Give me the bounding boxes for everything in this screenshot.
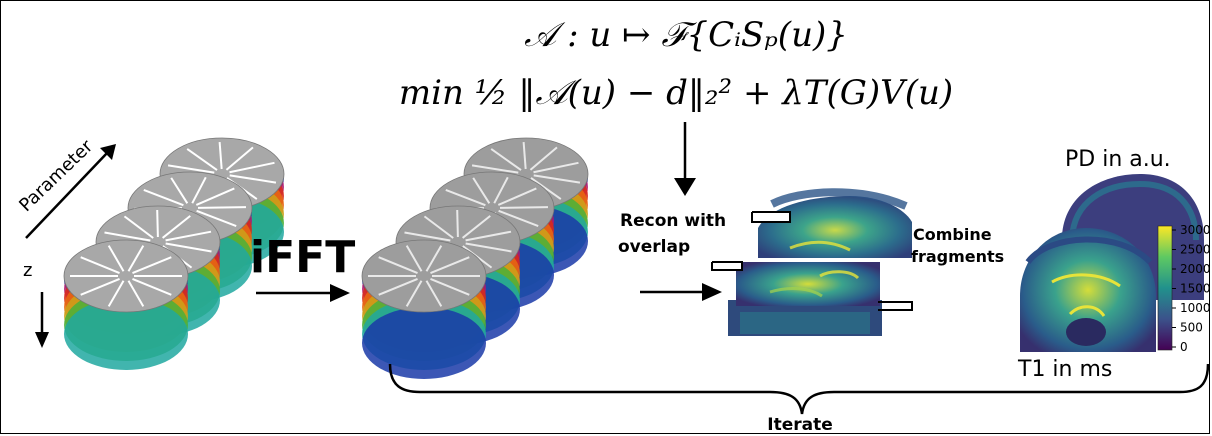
brain-fragments bbox=[711, 188, 913, 336]
recon-label-line1: Recon with bbox=[620, 211, 726, 231]
z-label: z bbox=[23, 260, 32, 281]
pd-label: PD in a.u. bbox=[1065, 147, 1171, 172]
overlap-marker-3 bbox=[878, 301, 913, 311]
combine-label-line2: fragments bbox=[911, 247, 1004, 266]
iterate-brace bbox=[388, 363, 1210, 415]
colorbar-tick-label: 500 bbox=[1180, 321, 1203, 335]
overlap-marker-2 bbox=[711, 261, 743, 271]
colorbar-tick-label: 0 bbox=[1180, 340, 1188, 354]
recon-arrow bbox=[640, 283, 722, 301]
colorbar-tick-label: 3000 bbox=[1180, 223, 1211, 237]
ifft-label: iFFT bbox=[250, 232, 355, 283]
disk bbox=[361, 239, 487, 379]
colorbar-ticks: 3000 2500 2000 1500 1000 500 0 bbox=[1172, 223, 1211, 354]
colorbar bbox=[1157, 225, 1173, 351]
iterate-label: Iterate bbox=[767, 415, 833, 435]
image-space-stack bbox=[361, 137, 589, 379]
colorbar-tick-label: 1500 bbox=[1180, 282, 1211, 296]
z-arrow bbox=[35, 292, 49, 348]
minimization-equation: min ½ ‖𝒜(u) − d‖₂² + λT(G)V(u) bbox=[399, 73, 953, 113]
ifft-arrow bbox=[256, 284, 350, 302]
t1-label: T1 in ms bbox=[1017, 357, 1112, 382]
operator-equation: 𝒜 : u ↦ ℱ{CᵢSₚ(u)} bbox=[524, 15, 848, 55]
fragment-top bbox=[758, 196, 912, 258]
colorbar-tick-label: 2500 bbox=[1180, 243, 1211, 257]
colorbar-tick-label: 1000 bbox=[1180, 301, 1211, 315]
colorbar-tick-label: 2000 bbox=[1180, 262, 1211, 276]
recon-label-line2: overlap bbox=[618, 237, 690, 257]
t1-map bbox=[1020, 228, 1156, 352]
equation-down-arrow bbox=[674, 122, 696, 196]
combine-label-line1: Combine bbox=[913, 225, 992, 244]
disk bbox=[63, 239, 189, 370]
kspace-stack-left bbox=[63, 137, 285, 370]
fragment-middle bbox=[736, 262, 880, 306]
parameter-arrow bbox=[25, 144, 116, 239]
overlap-marker-1 bbox=[751, 211, 791, 223]
